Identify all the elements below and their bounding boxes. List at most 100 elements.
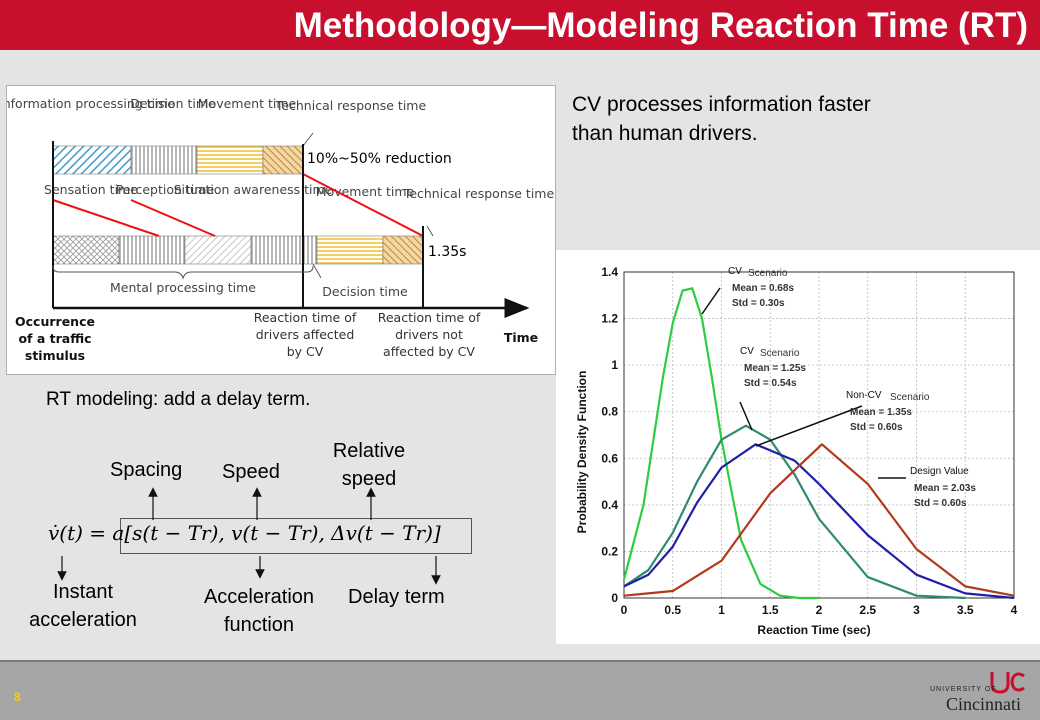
y-axis-label: Probability Density Function bbox=[575, 371, 589, 534]
x-tick-label: 3.5 bbox=[957, 603, 974, 617]
bottom-phase-technical: Technical response time bbox=[403, 186, 555, 201]
x-tick-label: 1 bbox=[718, 603, 725, 617]
label-acceleration-function: Acceleration function bbox=[203, 586, 315, 636]
university-name: Cincinnati bbox=[946, 694, 1021, 714]
decision-time-label: Decision time bbox=[322, 284, 408, 299]
annotation-tag: Non-CV bbox=[846, 390, 882, 401]
annotation-mean: Mean = 2.03s bbox=[914, 483, 976, 494]
y-tick-label: 1.4 bbox=[601, 265, 618, 279]
annotation-scenario: Scenario bbox=[760, 348, 800, 359]
annotation-layer: CV Scenario Mean = 0.68s Std = 0.30s CV Scena… bbox=[701, 266, 976, 509]
annotation-leader bbox=[739, 401, 753, 431]
slide-title: Methodology—Modeling Reaction Time (RT) bbox=[293, 6, 1028, 45]
leader-technical bbox=[302, 132, 314, 147]
x-tick-label: 0 bbox=[621, 603, 628, 617]
y-tick-label: 1.2 bbox=[601, 312, 618, 326]
leader-technical-2 bbox=[426, 225, 434, 237]
annotation-std: Std = 0.30s bbox=[732, 298, 785, 309]
page-number: 8 bbox=[14, 690, 21, 704]
x-axis-label: Reaction Time (sec) bbox=[757, 623, 870, 637]
bar-technical bbox=[262, 145, 304, 175]
rt-diagram-svg: Information processing time Decision tim… bbox=[0, 96, 555, 363]
rt-notaffected-line-1: Reaction time of bbox=[378, 310, 481, 325]
title-bar: Methodology—Modeling Reaction Time (RT) bbox=[0, 0, 1040, 50]
y-tick-label: 0.8 bbox=[601, 405, 618, 419]
bar-sensation bbox=[52, 235, 120, 265]
x-tick-label: 2.5 bbox=[859, 603, 876, 617]
rt-value-label: 1.35s bbox=[428, 244, 466, 260]
bottom-phase-perception: Perception time bbox=[116, 182, 215, 197]
annotation-tag: CV bbox=[728, 266, 742, 277]
mental-brace bbox=[52, 265, 314, 280]
annotation-tag: Design Value bbox=[910, 466, 969, 477]
bar-perception bbox=[118, 235, 186, 265]
bar-info-processing bbox=[52, 145, 132, 175]
annotation-leader bbox=[755, 405, 863, 447]
y-tick-label: 0.4 bbox=[601, 498, 618, 512]
equation-formula: v̇(t) = a[s(t − Tr), v(t − Tr), Δv(t − T… bbox=[48, 521, 441, 545]
label-relative-speed: Relative speed bbox=[332, 440, 406, 490]
rt-notaffected-line-2: drivers not bbox=[395, 327, 463, 342]
red-line-3 bbox=[302, 173, 424, 237]
annotation-scenario: Scenario bbox=[890, 392, 930, 403]
occurrence-line-2: of a traffic bbox=[18, 331, 91, 346]
x-tick-label: 1.5 bbox=[762, 603, 779, 617]
leader-decision bbox=[312, 263, 322, 279]
x-tick-label: 4 bbox=[1011, 603, 1018, 617]
axis-layer: 0 0.5 1 1.5 2 2.5 3 3.5 4 0 0.2 0.4 0.6 0.8 1 1.2 1.4 bbox=[601, 265, 1017, 617]
series-line-cv bbox=[622, 287, 819, 600]
x-tick-label: 2 bbox=[816, 603, 823, 617]
bottom-phase-movement: Movement time bbox=[316, 184, 415, 199]
bottom-phase-sensation: Sensation time bbox=[44, 182, 138, 197]
rt-model-note: RT modeling: add a delay term. bbox=[46, 389, 311, 410]
rt-affected-line-2: drivers affected bbox=[256, 327, 355, 342]
y-tick-label: 0 bbox=[611, 591, 618, 605]
label-delay-term: Delay term bbox=[348, 586, 445, 608]
y-tick-label: 0.2 bbox=[601, 544, 618, 558]
reduction-label: 10%~50% reduction bbox=[307, 151, 452, 167]
pdf-chart-panel: 0 0.5 1 1.5 2 2.5 3 3.5 4 0 0.2 0.4 0.6 0.8 1 1.2 1.4 CV… bbox=[556, 250, 1040, 644]
bar-situation bbox=[184, 235, 252, 265]
pdf-chart: 0 0.5 1 1.5 2 2.5 3 3.5 4 0 0.2 0.4 0.6 0.8 1 1.2 1.4 CV… bbox=[575, 265, 1018, 637]
label-spacing: Spacing bbox=[110, 459, 183, 481]
label-speed: Speed bbox=[222, 461, 280, 483]
annotation-std: Std = 0.54s bbox=[744, 378, 797, 389]
annotation-scenario: Scenario bbox=[748, 268, 788, 279]
bar-movement bbox=[196, 145, 264, 175]
rt-affected-line-1: Reaction time of bbox=[254, 310, 357, 325]
x-tick-label: 3 bbox=[913, 603, 920, 617]
annotation-tag: CV bbox=[740, 346, 754, 357]
y-tick-label: 1 bbox=[611, 358, 618, 372]
cv-note: CV processes information faster than hum… bbox=[572, 93, 871, 145]
annotation-mean: Mean = 1.35s bbox=[850, 407, 912, 418]
annotation-leader bbox=[701, 287, 721, 315]
rt-affected-line-3: by CV bbox=[287, 344, 324, 359]
bar-decision bbox=[130, 145, 198, 175]
mental-processing-label: Mental processing time bbox=[110, 280, 256, 295]
uc-logo-icon bbox=[990, 672, 1025, 694]
annotation-std: Std = 0.60s bbox=[850, 422, 903, 433]
equation-box bbox=[120, 518, 472, 554]
red-line-1 bbox=[52, 199, 160, 237]
annotation-std: Std = 0.60s bbox=[914, 498, 967, 509]
footer-bar bbox=[0, 660, 1040, 720]
grid-layer bbox=[623, 271, 1015, 599]
bar-technical-2 bbox=[382, 235, 424, 265]
rt-notaffected-line-3: affected by CV bbox=[383, 344, 475, 359]
rt-diagram: Information processing time Decision tim… bbox=[0, 85, 556, 375]
university-of-label: UNIVERSITY OF bbox=[930, 686, 997, 693]
annotation-mean: Mean = 0.68s bbox=[732, 283, 794, 294]
occurrence-line-1: Occurrence bbox=[15, 314, 95, 329]
top-phase-decision: Decision time bbox=[130, 96, 216, 111]
top-phase-info: Information processing time bbox=[7, 96, 175, 111]
y-tick-label: 0.6 bbox=[601, 451, 618, 465]
series-line-design-value bbox=[623, 443, 1015, 597]
bar-decision-2 bbox=[250, 235, 318, 265]
occurrence-line-3: stimulus bbox=[25, 348, 85, 363]
top-phase-technical: Technical response time bbox=[275, 98, 427, 113]
series-line-non-cv bbox=[623, 443, 1015, 600]
top-phase-movement: Movement time bbox=[198, 96, 297, 111]
x-tick-label: 0.5 bbox=[664, 603, 681, 617]
label-instant-acceleration: Instant acceleration bbox=[29, 581, 137, 631]
time-axis-label: Time bbox=[504, 330, 538, 345]
